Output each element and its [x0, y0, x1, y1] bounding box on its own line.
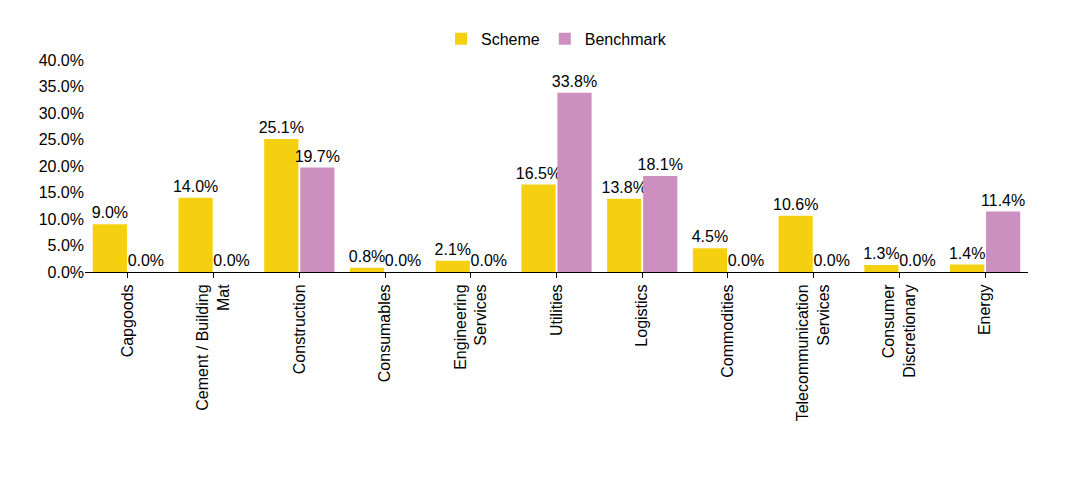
svg-text:40.0%: 40.0% — [39, 52, 84, 69]
svg-text:19.7%: 19.7% — [295, 148, 340, 165]
svg-text:5.0%: 5.0% — [48, 237, 84, 254]
svg-text:Cement / BuildingMat: Cement / BuildingMat — [194, 284, 232, 411]
svg-text:Energy: Energy — [976, 284, 993, 335]
svg-text:10.6%: 10.6% — [773, 196, 818, 213]
svg-text:18.1%: 18.1% — [638, 156, 683, 173]
svg-text:Logistics: Logistics — [633, 284, 650, 346]
svg-text:30.0%: 30.0% — [39, 105, 84, 122]
svg-text:14.0%: 14.0% — [173, 178, 218, 195]
svg-text:Scheme: Scheme — [481, 31, 540, 48]
svg-text:0.0%: 0.0% — [813, 252, 849, 269]
svg-text:15.0%: 15.0% — [39, 184, 84, 201]
svg-text:35.0%: 35.0% — [39, 78, 84, 95]
svg-text:ConsumerDiscretionary: ConsumerDiscretionary — [880, 284, 918, 378]
svg-text:0.0%: 0.0% — [128, 252, 164, 269]
svg-text:0.0%: 0.0% — [728, 252, 764, 269]
svg-text:16.5%: 16.5% — [516, 165, 561, 182]
svg-text:0.0%: 0.0% — [899, 252, 935, 269]
svg-text:Utilities: Utilities — [548, 284, 565, 336]
svg-text:0.0%: 0.0% — [471, 252, 507, 269]
svg-text:2.1%: 2.1% — [435, 241, 471, 258]
svg-text:10.0%: 10.0% — [39, 211, 84, 228]
svg-text:0.0%: 0.0% — [48, 264, 84, 281]
svg-text:1.4%: 1.4% — [949, 245, 985, 262]
svg-text:1.3%: 1.3% — [863, 245, 899, 262]
svg-text:Capgoods: Capgoods — [119, 284, 136, 357]
svg-text:4.5%: 4.5% — [692, 228, 728, 245]
svg-text:Consumables: Consumables — [376, 284, 393, 382]
svg-text:13.8%: 13.8% — [602, 179, 647, 196]
svg-text:Commodities: Commodities — [719, 284, 736, 377]
svg-text:Benchmark: Benchmark — [585, 31, 667, 48]
svg-text:25.0%: 25.0% — [39, 131, 84, 148]
svg-text:25.1%: 25.1% — [259, 119, 304, 136]
svg-text:0.0%: 0.0% — [385, 252, 421, 269]
svg-text:9.0%: 9.0% — [92, 204, 128, 221]
svg-text:0.8%: 0.8% — [349, 248, 385, 265]
svg-text:20.0%: 20.0% — [39, 158, 84, 175]
svg-text:11.4%: 11.4% — [981, 192, 1025, 209]
svg-text:33.8%: 33.8% — [552, 73, 597, 90]
svg-text:Construction: Construction — [291, 284, 308, 374]
svg-text:EngineeringServices: EngineeringServices — [452, 284, 490, 369]
svg-text:TelecommunicationServices: TelecommunicationServices — [794, 284, 832, 421]
svg-text:0.0%: 0.0% — [213, 252, 249, 269]
